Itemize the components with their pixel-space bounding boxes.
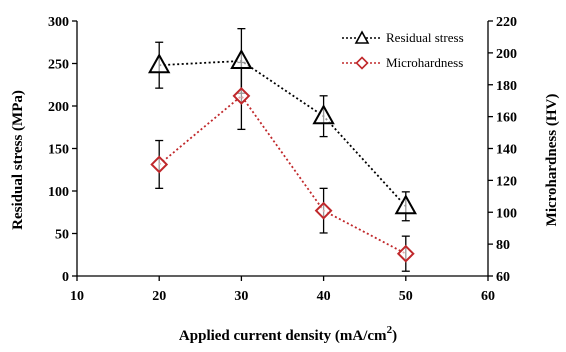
- y2-axis-title: Microhardness (HV): [544, 94, 560, 227]
- data-point-residual-stress: [394, 194, 418, 215]
- x-tick-label: 30: [234, 289, 248, 304]
- y2-tick-label: 80: [496, 238, 510, 253]
- y2-tick-label: 60: [496, 270, 510, 285]
- x-axis-title-main: Applied current density (mA/cm: [179, 328, 387, 344]
- legend-marker-microhardness: [355, 56, 369, 70]
- x-tick-label: 20: [152, 289, 166, 304]
- data-point-microhardness: [396, 244, 415, 263]
- y2-tick-label: 160: [496, 111, 517, 126]
- legend-label-residual-stress: Residual stress: [386, 30, 464, 45]
- y-tick-label: 50: [55, 228, 69, 243]
- y2-tick-label: 100: [496, 206, 517, 221]
- y-tick-label: 300: [48, 15, 69, 30]
- error-bars: [155, 27, 410, 272]
- data-point-microhardness: [314, 201, 333, 220]
- y-tick-label: 200: [48, 100, 69, 115]
- ticks: 0 50 100 150 200 250 300 60 80 100 120 140 160 180 200…: [48, 15, 517, 304]
- y-tick-label: 0: [62, 270, 69, 285]
- series-line-residual-stress: [159, 60, 407, 207]
- y-axis-title: Residual stress (MPa): [10, 90, 26, 230]
- x-axis-title: Applied current density (mA/cm2): [179, 324, 397, 344]
- x-tick-label: 60: [481, 289, 495, 304]
- data-point-residual-stress: [312, 104, 335, 125]
- y2-tick-label: 220: [496, 15, 517, 30]
- series-markers: [147, 48, 418, 263]
- y-tick-label: 250: [48, 58, 69, 73]
- y2-tick-label: 120: [496, 174, 517, 189]
- series-line-microhardness: [158, 94, 407, 255]
- legend: Residual stress Microhardness: [342, 30, 464, 70]
- x-tick-label: 50: [399, 289, 413, 304]
- legend-marker-residual-stress: [354, 30, 370, 44]
- data-point-microhardness: [232, 86, 251, 105]
- data-point-residual-stress: [230, 48, 253, 69]
- x-axis-title-close: ): [392, 328, 397, 344]
- y-tick-label: 100: [48, 185, 69, 200]
- series-lines: [158, 60, 407, 255]
- x-axis-title-sup: 2: [387, 324, 393, 336]
- data-point-microhardness: [150, 155, 169, 174]
- legend-label-microhardness: Microhardness: [386, 55, 463, 70]
- y2-tick-label: 140: [496, 143, 517, 158]
- y-tick-label: 150: [48, 143, 69, 158]
- x-tick-label: 40: [317, 289, 331, 304]
- x-tick-label: 10: [70, 289, 84, 304]
- y2-tick-label: 180: [496, 79, 517, 94]
- data-point-residual-stress: [147, 53, 171, 74]
- y2-tick-label: 200: [496, 47, 517, 62]
